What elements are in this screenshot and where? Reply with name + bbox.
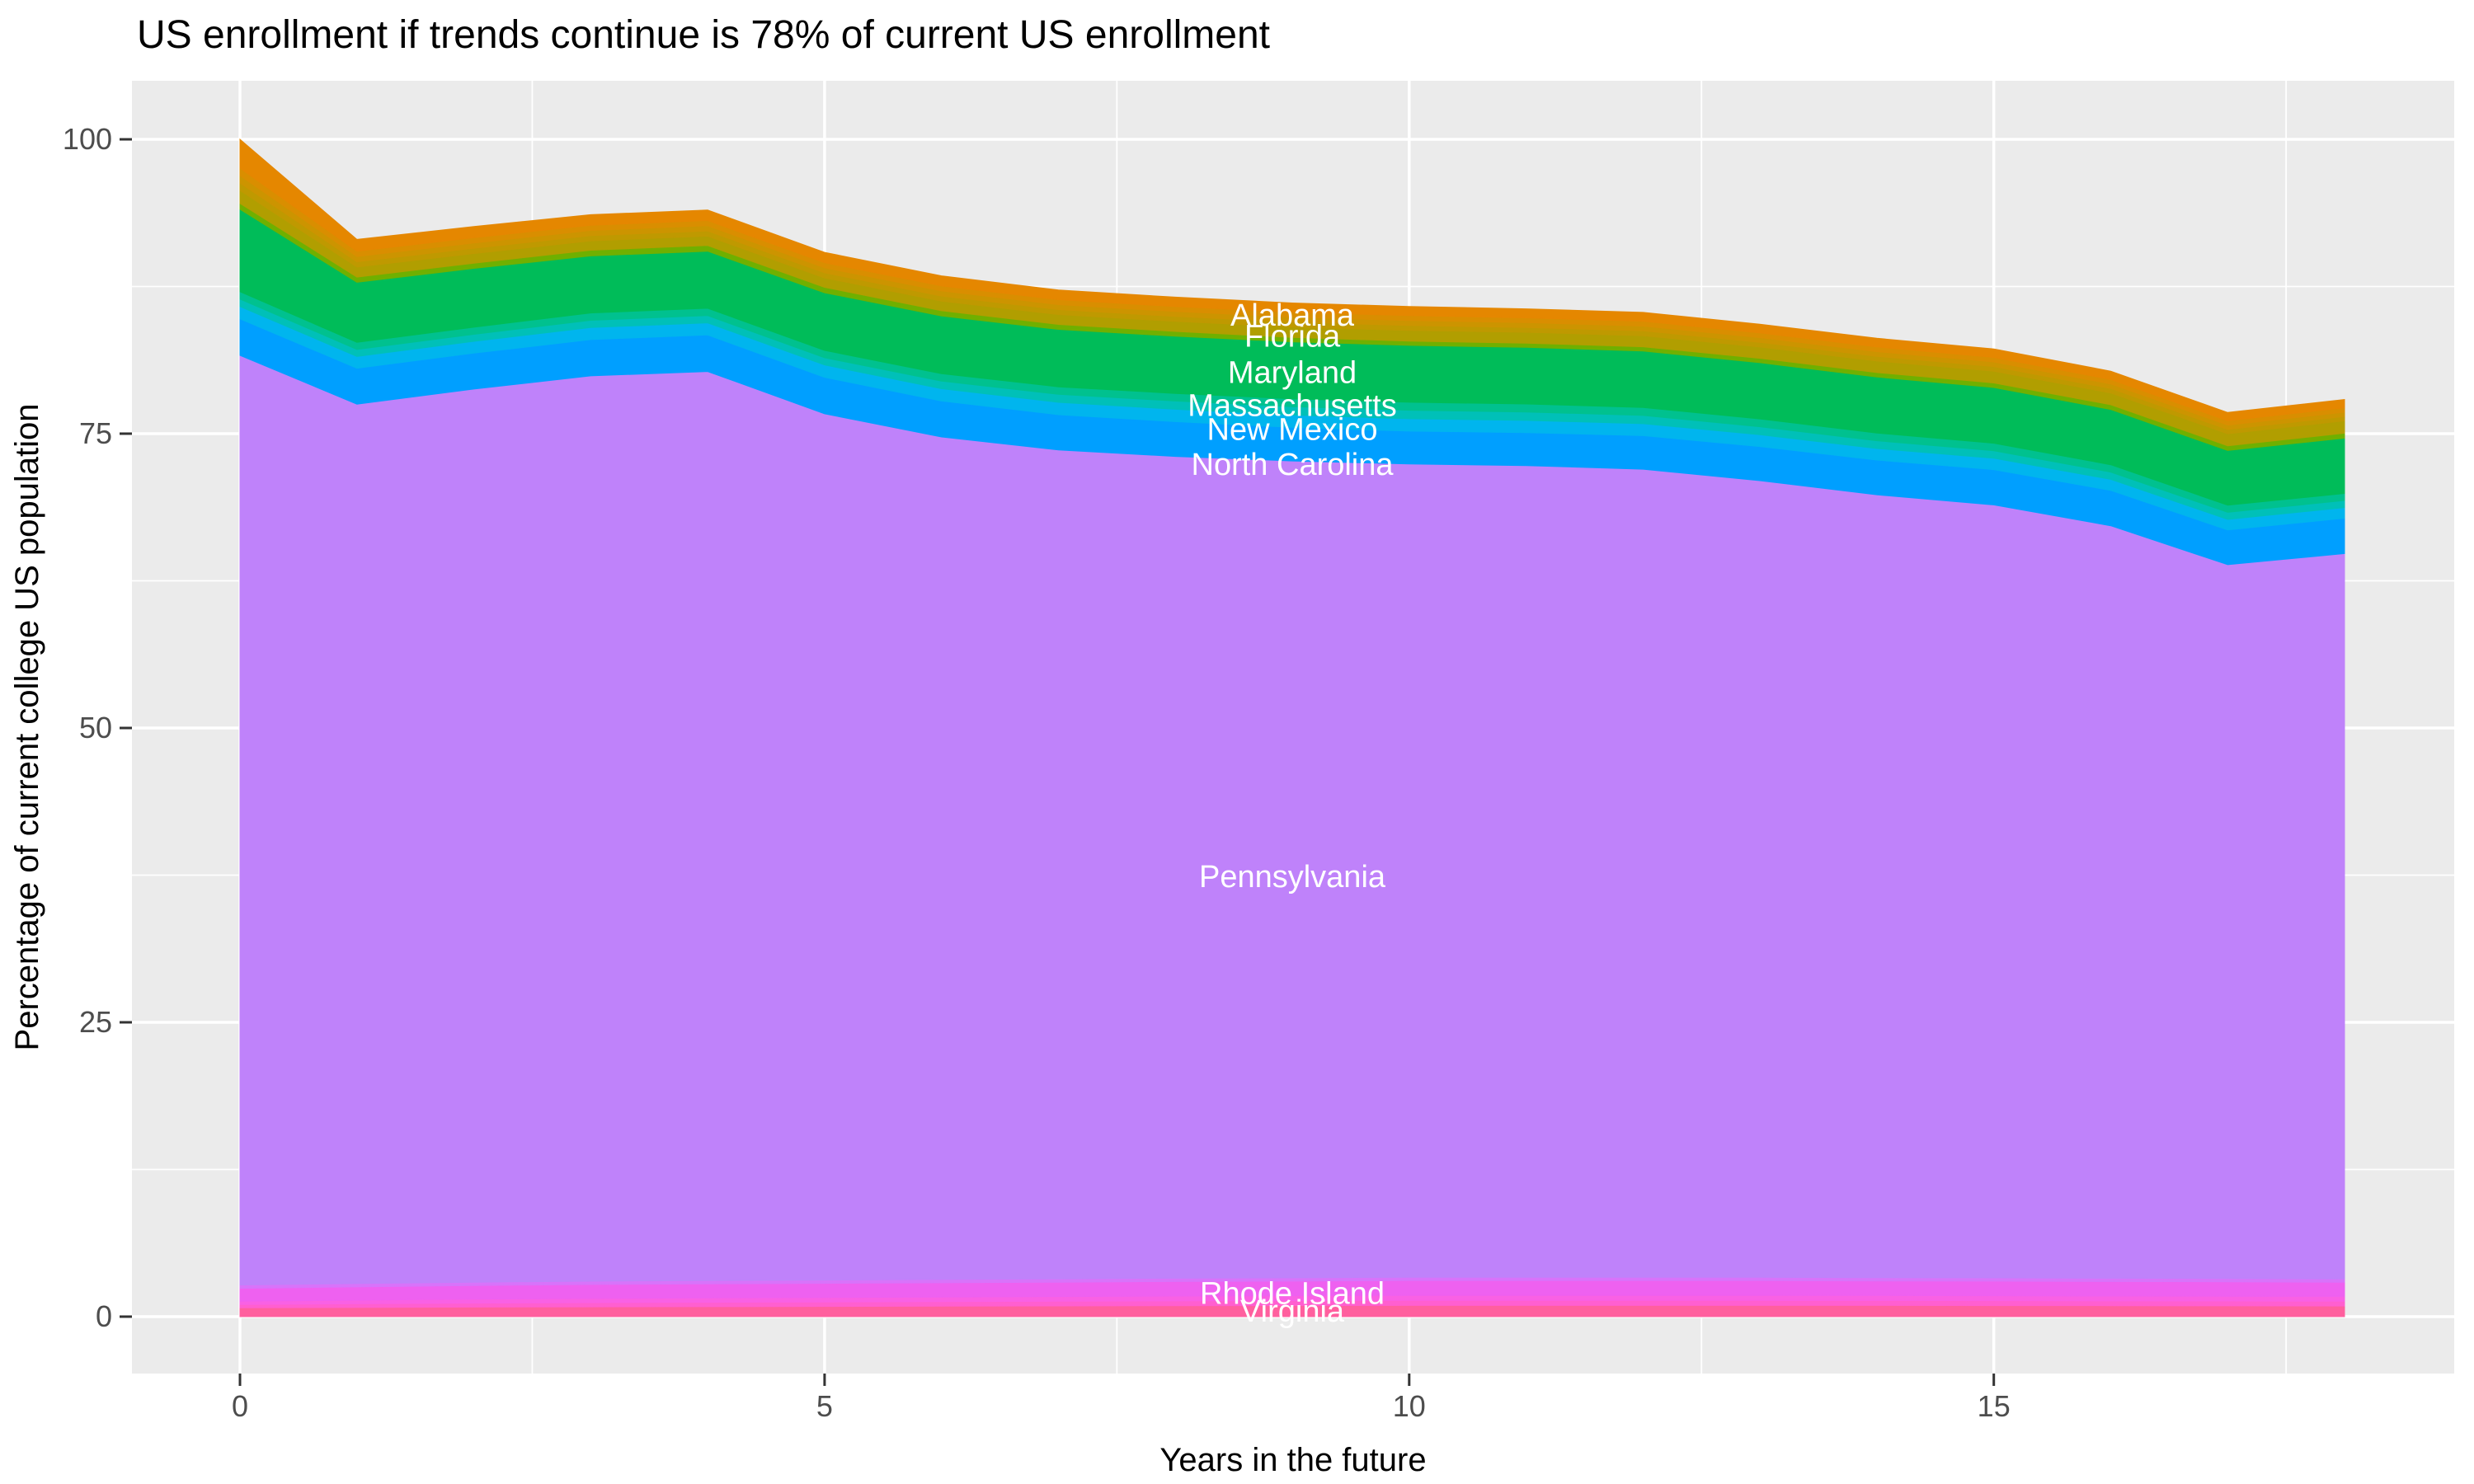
area-label-pennsylvania: Pennsylvania [1199, 860, 1386, 895]
axis-tick-marks [120, 138, 1996, 1386]
y-tick-label: 0 [96, 1299, 112, 1333]
x-axis-title: Years in the future [1159, 1442, 1426, 1478]
axis-tick-labels: 0 5 10 15 0 25 50 75 100 [63, 122, 2011, 1423]
area-label-virginia: Virginia [1240, 1294, 1345, 1329]
area-label-florida: Florida [1244, 319, 1341, 354]
area-label-new-mexico: New Mexico [1207, 412, 1378, 447]
x-tick-label: 10 [1393, 1389, 1426, 1423]
area-layers [239, 138, 2345, 1317]
y-tick-label: 100 [63, 122, 112, 156]
area-label-alabama: Alabama [1230, 298, 1355, 333]
y-tick-label: 75 [79, 416, 112, 450]
y-axis-title: Percentage of current college US populat… [9, 404, 45, 1051]
area-alabama [239, 138, 2345, 421]
x-tick-label: 15 [1978, 1389, 2011, 1423]
y-tick-label: 25 [79, 1005, 112, 1039]
x-tick-label: 5 [816, 1389, 833, 1423]
chart-title: US enrollment if trends continue is 78% … [137, 13, 1270, 57]
y-tick-label: 50 [79, 711, 112, 744]
area-label-north-carolina: North Carolina [1192, 448, 1395, 482]
area-label-massachusetts: Massachusetts [1188, 389, 1396, 424]
area-label-maryland: Maryland [1228, 356, 1357, 391]
x-tick-label: 0 [232, 1389, 248, 1423]
area-label-rhode-island: Rhode Island [1200, 1276, 1385, 1311]
